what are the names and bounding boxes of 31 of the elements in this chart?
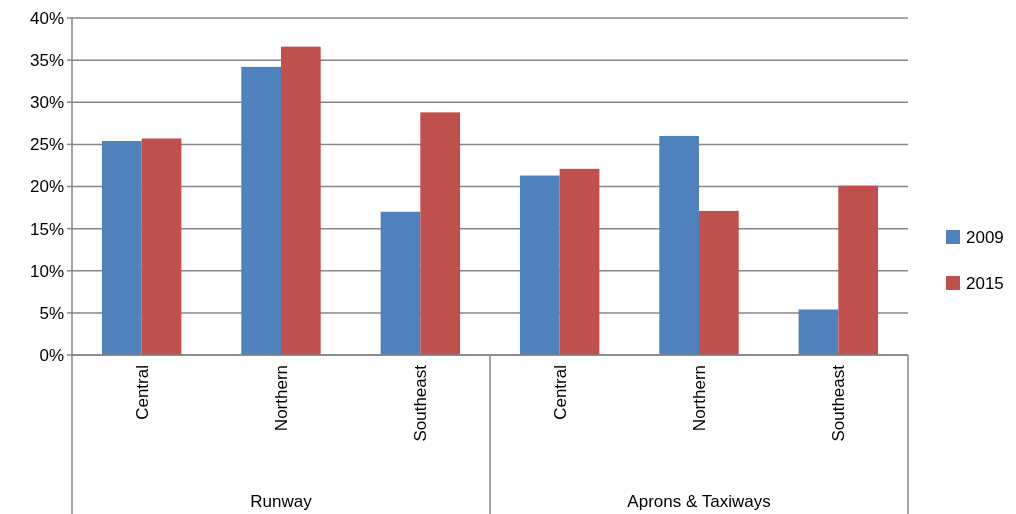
x-tick-label: Northern bbox=[271, 365, 291, 432]
x-tick-label: Southeast bbox=[829, 364, 849, 442]
text: Aprons & Taxiways bbox=[627, 491, 771, 511]
x-tick-label: Northern bbox=[689, 365, 709, 432]
y-tick-label: 40% bbox=[29, 8, 64, 28]
legend-label: 2009 bbox=[966, 227, 1004, 247]
bar bbox=[838, 185, 879, 355]
y-tick-label: 15% bbox=[29, 219, 64, 239]
x-tick-label: Central bbox=[132, 365, 152, 420]
y-tick-label: 5% bbox=[39, 303, 64, 323]
bar bbox=[101, 141, 142, 355]
y-tick-label: 10% bbox=[29, 261, 64, 281]
bar bbox=[281, 46, 321, 355]
x-tick-label: Southeast bbox=[411, 364, 431, 442]
y-tick-label: 25% bbox=[29, 135, 64, 155]
text: Runway bbox=[250, 491, 313, 511]
x-tick-label: Central bbox=[550, 365, 570, 420]
bar bbox=[659, 135, 699, 355]
y-tick-label: 35% bbox=[29, 51, 64, 71]
y-tick-label: 0% bbox=[39, 345, 64, 365]
y-tick-label: 30% bbox=[29, 93, 64, 113]
bar bbox=[420, 112, 461, 355]
bar bbox=[699, 210, 739, 355]
bar bbox=[241, 66, 281, 355]
legend-label: 2015 bbox=[966, 273, 1004, 293]
bar bbox=[798, 309, 839, 355]
bar bbox=[380, 211, 421, 355]
bar bbox=[519, 175, 560, 355]
bar bbox=[559, 168, 600, 355]
y-tick-label: 20% bbox=[29, 177, 64, 197]
bar bbox=[141, 138, 182, 355]
